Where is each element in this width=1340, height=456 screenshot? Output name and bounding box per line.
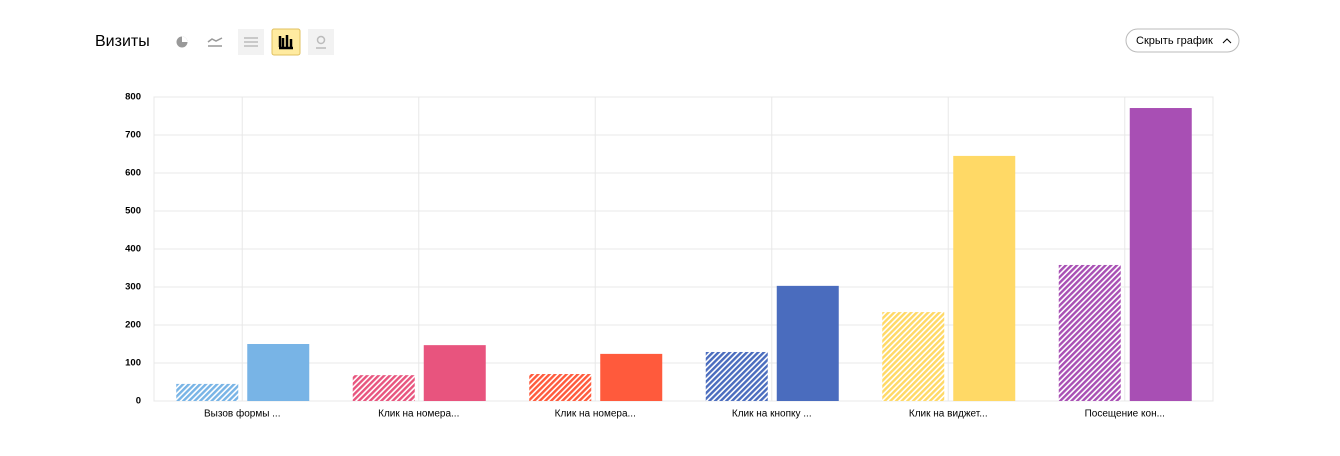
x-tick-label: Вызов формы ... [204, 408, 281, 420]
bar [247, 344, 310, 401]
y-tick-label: 300 [125, 282, 141, 293]
bar [1058, 264, 1121, 401]
bar [882, 312, 945, 401]
y-tick-label: 0 [136, 396, 141, 407]
bar [705, 351, 768, 401]
y-tick-label: 500 [125, 206, 141, 217]
hide-chart-button[interactable]: Скрыть график [1125, 28, 1240, 53]
chart-title: Визиты [95, 33, 150, 50]
x-tick-label: Клик на номера... [378, 409, 459, 420]
x-tick-label: Клик на номера... [555, 409, 636, 420]
chart-type-switcher [176, 28, 334, 56]
bar [529, 374, 592, 401]
y-tick-label: 600 [125, 168, 141, 179]
bar [1129, 108, 1192, 402]
y-tick-label: 800 [125, 92, 141, 103]
bar [600, 353, 663, 401]
bar [953, 155, 1016, 401]
bar [776, 285, 839, 401]
y-tick-label: 200 [125, 320, 141, 331]
pie-icon[interactable] [176, 36, 188, 48]
bar [423, 345, 486, 401]
x-tick-label: Клик на кнопку ... [732, 409, 812, 420]
bar-icon[interactable] [271, 28, 301, 56]
y-tick-label: 100 [125, 358, 141, 369]
x-tick-label: Посещение кон... [1085, 409, 1165, 420]
line-icon[interactable] [207, 37, 223, 47]
hide-chart-label: Скрыть график [1136, 35, 1213, 47]
y-tick-label: 400 [125, 244, 141, 255]
y-tick-label: 700 [125, 130, 141, 141]
map-icon[interactable] [308, 29, 334, 55]
x-tick-label: Клик на виджет... [909, 409, 988, 420]
area-icon[interactable] [238, 29, 264, 55]
bar [352, 375, 415, 401]
bar [176, 383, 239, 401]
